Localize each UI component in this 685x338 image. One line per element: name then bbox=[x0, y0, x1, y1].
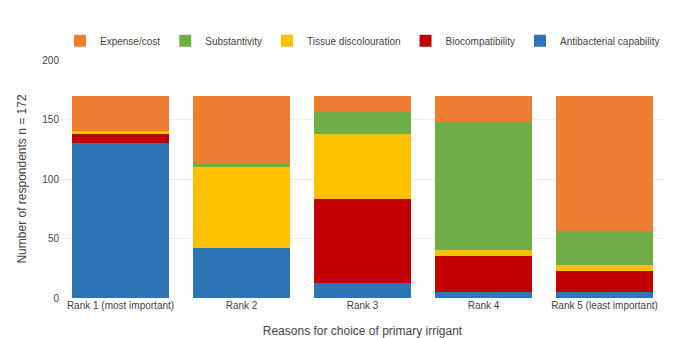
svg-text:Expense/cost: Expense/cost bbox=[100, 36, 160, 47]
svg-text:Rank 5 (least important): Rank 5 (least important) bbox=[551, 300, 658, 311]
svg-text:Rank 4: Rank 4 bbox=[468, 300, 500, 311]
svg-text:Substantivity: Substantivity bbox=[205, 36, 262, 47]
svg-text:100: 100 bbox=[42, 174, 59, 185]
svg-text:200: 200 bbox=[42, 55, 59, 66]
svg-text:Rank 2: Rank 2 bbox=[226, 300, 258, 311]
svg-text:Tissue discolouration: Tissue discolouration bbox=[307, 36, 401, 47]
svg-text:Rank 1 (most important): Rank 1 (most important) bbox=[67, 300, 174, 311]
svg-text:Biocompatibility: Biocompatibility bbox=[446, 36, 515, 47]
svg-text:Antibacterial capability: Antibacterial capability bbox=[560, 36, 660, 47]
svg-text:150: 150 bbox=[42, 114, 59, 125]
svg-text:0: 0 bbox=[53, 293, 59, 304]
svg-text:50: 50 bbox=[48, 233, 60, 244]
svg-text:Number of respondents n = 172: Number of respondents n = 172 bbox=[15, 94, 29, 263]
svg-text:Reasons for choice of primary: Reasons for choice of primary irrigant bbox=[263, 324, 463, 338]
svg-text:Rank 3: Rank 3 bbox=[347, 300, 379, 311]
